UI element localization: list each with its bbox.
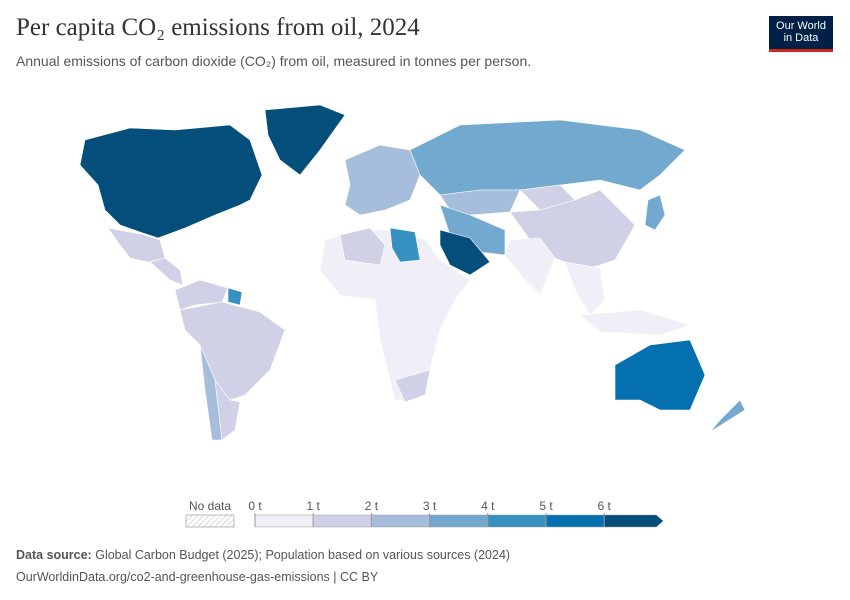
logo-line: Our World (776, 20, 826, 32)
legend-bin (254, 514, 314, 528)
country (614, 339, 706, 411)
country (564, 261, 606, 316)
title: Per capita CO₂ emissions from oil, 2024 (16, 14, 420, 41)
legend-bin (603, 514, 664, 528)
legend-bin (545, 514, 605, 528)
country (409, 119, 686, 196)
legend-bin (429, 514, 489, 528)
subtitle: Annual emissions of carbon dioxide (CO₂)… (16, 53, 532, 69)
country (179, 301, 286, 401)
legend-tick-label: 3 t (423, 499, 437, 513)
country (214, 378, 241, 441)
legend-tick-label: 6 t (598, 499, 612, 513)
legend-tick-label: 2 t (365, 499, 379, 513)
legend-bin (487, 514, 547, 528)
legend-bin (371, 514, 430, 528)
country (394, 369, 431, 403)
country (709, 399, 746, 433)
country (439, 229, 491, 276)
no-data-swatch (185, 514, 235, 528)
legend-tick-label: 0 t (248, 499, 262, 513)
legend-tick-label: 4 t (481, 499, 495, 513)
source-label: Data source: (16, 548, 92, 562)
country (149, 257, 184, 286)
country (389, 227, 421, 263)
country (227, 287, 243, 306)
legend-bin (312, 514, 372, 528)
country (579, 309, 691, 336)
country (339, 227, 386, 266)
url[interactable]: OurWorldinData.org/co2-and-greenhouse-ga… (16, 570, 379, 584)
country (264, 104, 346, 176)
country (79, 124, 263, 239)
country (199, 344, 223, 441)
country (644, 194, 666, 231)
logo-line: in Data (783, 32, 819, 44)
legend-tick-label: 5 t (539, 499, 553, 513)
source: Data source: Global Carbon Budget (2025)… (16, 548, 510, 562)
source-text: Global Carbon Budget (2025); Population … (95, 548, 511, 562)
country (344, 144, 421, 216)
logo[interactable]: Our World in Data (769, 16, 833, 52)
legend-tick-label: 1 t (307, 499, 321, 513)
no-data-label: No data (189, 499, 231, 513)
